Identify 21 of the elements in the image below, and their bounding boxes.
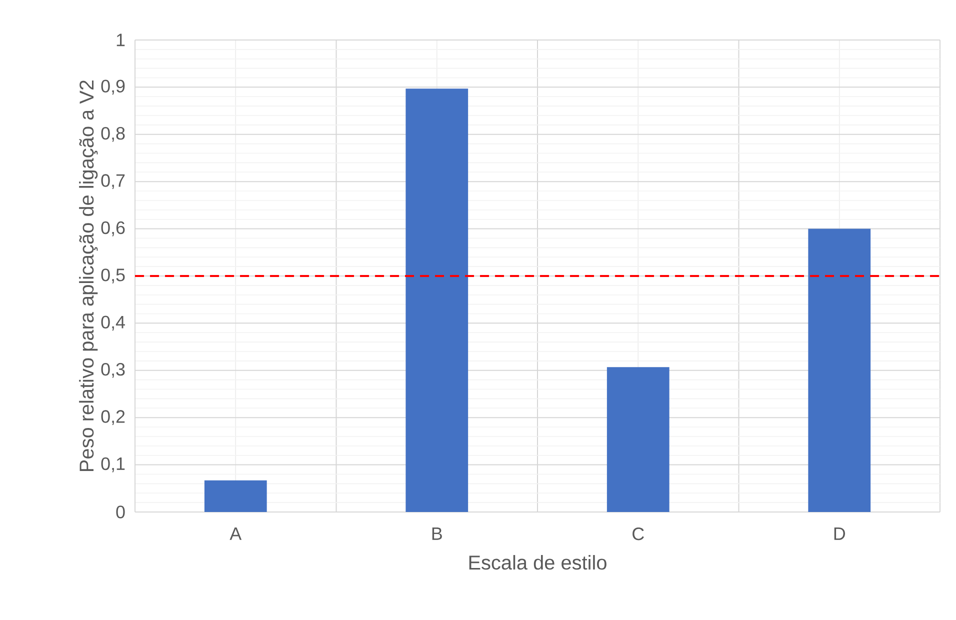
y-tick-label: 0 xyxy=(116,506,125,518)
bar xyxy=(406,88,468,512)
y-tick-label: 0,5 xyxy=(101,268,125,284)
y-tick-label: 0,8 xyxy=(101,126,125,142)
y-tick-label: 0,9 xyxy=(101,80,125,95)
y-tick-label: 0,2 xyxy=(101,410,125,425)
x-tick-label: C xyxy=(632,527,644,540)
y-tick-label: 0,3 xyxy=(101,362,125,378)
bar xyxy=(808,228,871,512)
y-tick-label: 0,7 xyxy=(101,174,125,189)
y-tick-label: 1 xyxy=(116,34,125,46)
x-tick-label: D xyxy=(834,528,845,540)
y-axis-title: Peso relativo para aplicação de ligação a V2 xyxy=(79,80,98,471)
bar xyxy=(606,367,670,512)
y-tick-label: 0,1 xyxy=(101,457,125,472)
y-tick-label: 0,4 xyxy=(101,316,125,331)
bar xyxy=(204,480,267,512)
x-axis-title: Escala de estilo xyxy=(469,555,606,570)
y-tick-label: 0,6 xyxy=(101,221,125,236)
x-tick-label: B xyxy=(432,528,442,540)
x-tick-label: A xyxy=(230,528,242,540)
